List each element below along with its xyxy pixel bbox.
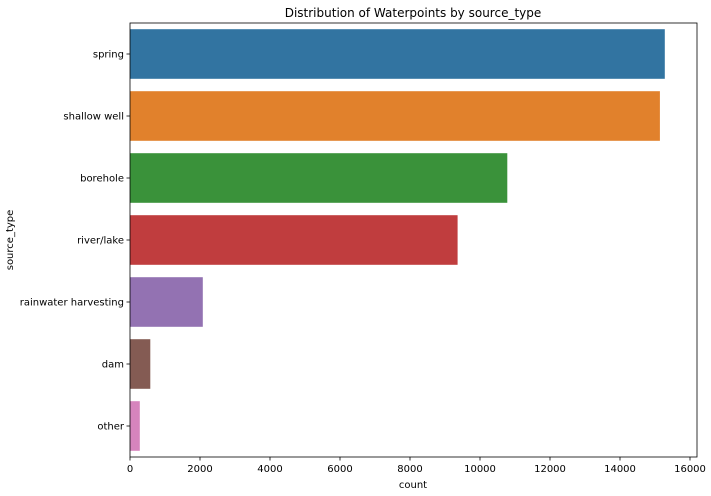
y-tick-label: rainwater harvesting: [20, 298, 124, 309]
y-tick-label: spring: [93, 50, 124, 61]
x-tick-label: 14000: [604, 464, 636, 475]
x-axis-ticks: 0 2000 4000 6000 8000 10000 12000 14000 16000: [127, 457, 706, 475]
x-tick-label: 6000: [327, 464, 352, 475]
x-tick-label: 16000: [674, 464, 706, 475]
x-tick-label: 2000: [187, 464, 212, 475]
x-tick-label: 12000: [534, 464, 566, 475]
chart-title: Distribution of Waterpoints by source_ty…: [285, 6, 542, 20]
bar-spring: [130, 29, 665, 79]
x-axis-label: count: [399, 480, 427, 491]
x-tick-label: 10000: [464, 464, 496, 475]
bar-dam: [130, 339, 151, 389]
y-tick-label: river/lake: [77, 236, 124, 247]
bar-river-lake: [130, 215, 458, 265]
x-tick-label: 8000: [397, 464, 422, 475]
x-tick-label: 4000: [257, 464, 282, 475]
y-axis-label: source_type: [5, 210, 16, 271]
bar-shallow-well: [130, 91, 660, 141]
y-tick-label: other: [97, 422, 125, 433]
bar-borehole: [130, 153, 508, 203]
bar-rainwater-harvesting: [130, 277, 203, 327]
bar-other: [130, 401, 140, 451]
x-tick-label: 0: [127, 464, 133, 475]
y-tick-label: dam: [102, 360, 124, 371]
y-tick-label: shallow well: [63, 112, 124, 123]
plot-frame: [129, 22, 698, 458]
bars-group: [130, 29, 665, 451]
y-tick-label: borehole: [80, 174, 124, 185]
y-axis-ticks: spring shallow well borehole river/lake rain…: [20, 50, 130, 433]
